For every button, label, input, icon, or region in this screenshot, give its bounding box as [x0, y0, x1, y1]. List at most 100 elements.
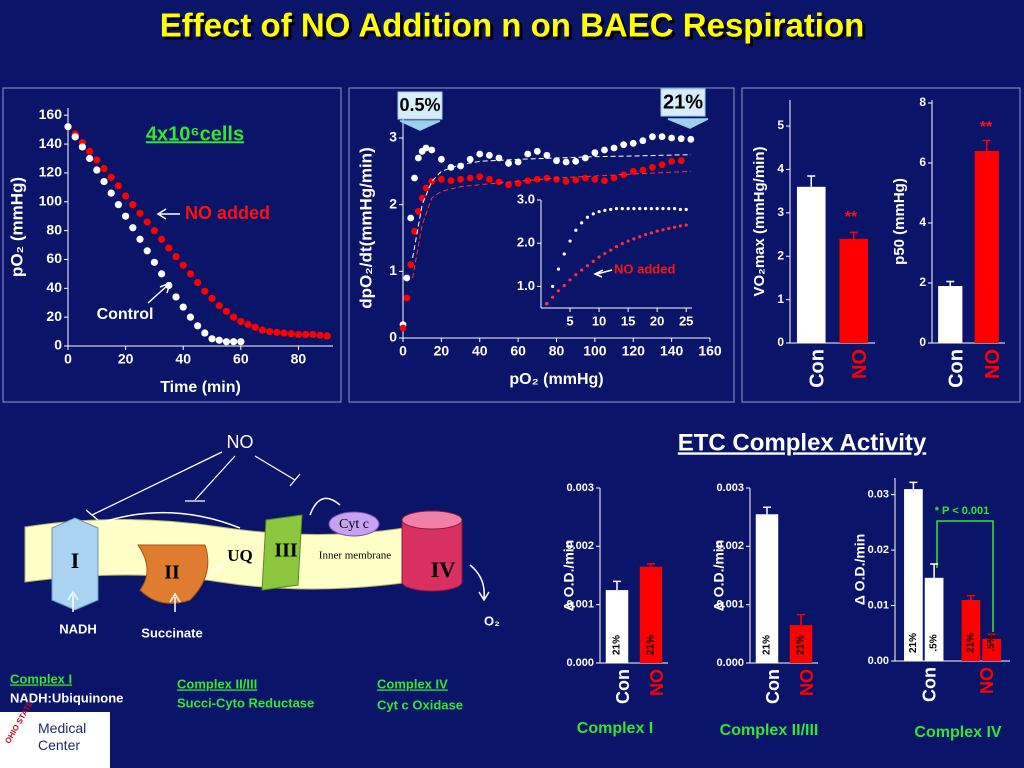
- data-point: [643, 207, 648, 211]
- data-point: [186, 270, 195, 278]
- x-axis-label: pO₂ (mmHg): [509, 371, 603, 388]
- data-point: [632, 207, 636, 211]
- y-tick-label: 0.001: [566, 599, 594, 611]
- x-tick-label: 60: [233, 351, 249, 367]
- data-point: [505, 159, 512, 167]
- data-point: [677, 157, 685, 165]
- data-point: [114, 201, 123, 209]
- y-tick-label: 3: [777, 205, 784, 219]
- annotation: * P < 0.001: [935, 505, 990, 517]
- error-bar: [946, 280, 955, 286]
- complex-iii: [261, 514, 303, 591]
- data-point: [658, 133, 666, 141]
- bar: [904, 489, 923, 661]
- data-point: [610, 144, 618, 152]
- y-tick-label: 0.002: [716, 540, 744, 552]
- error-bar: [909, 481, 918, 490]
- x-tick-label: Con: [807, 349, 829, 388]
- data-point: [309, 330, 317, 339]
- y-axis-label: dpO₂/dt(mmHg/min): [356, 147, 375, 308]
- data-point: [403, 274, 411, 282]
- data-point: [165, 244, 173, 252]
- section-title: ETC Complex Activity: [678, 429, 927, 456]
- y-tick-label: 1: [777, 292, 784, 306]
- data-point: [230, 338, 238, 346]
- x-tick-label: 80: [549, 343, 565, 359]
- data-point: [591, 149, 599, 157]
- bar: [639, 566, 663, 663]
- complex-iv: [401, 520, 463, 592]
- x-tick-label: 20: [434, 343, 450, 359]
- data-point: [179, 303, 187, 311]
- data-point: [597, 210, 601, 214]
- data-point: [237, 338, 245, 346]
- data-point: [658, 161, 666, 169]
- data-point: [668, 134, 676, 142]
- data-point: [678, 207, 682, 212]
- y-tick-label: 2: [389, 195, 397, 211]
- inhibition-line: [85, 451, 301, 521]
- data-point: [258, 326, 267, 334]
- data-point: [684, 223, 688, 227]
- x-tick-label: 60: [510, 343, 526, 359]
- data-point: [194, 322, 202, 330]
- data-point: [601, 177, 608, 185]
- data-point: [266, 327, 274, 336]
- panel: [2, 87, 342, 403]
- complex-label: II: [164, 562, 180, 584]
- data-point: [403, 294, 411, 302]
- x-tick-label: 20: [650, 313, 664, 328]
- data-point: [100, 177, 108, 186]
- data-point: [114, 182, 123, 190]
- annotation-box: [660, 88, 706, 117]
- data-point: [661, 228, 665, 232]
- footnote-text: NADH:Ubiquinone: [10, 690, 123, 705]
- data-point: [626, 207, 630, 211]
- data-point: [580, 268, 584, 272]
- x-tick-label: 120: [622, 343, 646, 359]
- data-point: [603, 251, 607, 256]
- annotation: Control: [97, 306, 154, 323]
- data-point: [294, 330, 303, 339]
- data-point: [86, 154, 94, 163]
- x-tick-label: Con: [946, 349, 968, 388]
- no-label: NO: [227, 432, 254, 452]
- footnote-title: Complex IV: [377, 676, 448, 691]
- y-tick-label: 0.003: [716, 482, 744, 494]
- data-point: [158, 235, 166, 243]
- x-tick-label: 100: [583, 343, 607, 359]
- data-point: [222, 307, 231, 315]
- chart-title: Complex IV: [914, 724, 1001, 741]
- bar: [789, 625, 813, 663]
- error-bar: [613, 580, 621, 591]
- data-point: [466, 174, 474, 182]
- data-point: [414, 207, 422, 215]
- data-point: [64, 123, 72, 131]
- o2-label: O₂: [484, 613, 500, 628]
- data-point: [620, 242, 624, 246]
- data-point: [655, 229, 659, 233]
- data-point: [158, 270, 166, 278]
- data-point: [86, 147, 94, 155]
- arrow: [99, 511, 241, 529]
- fit-line: [412, 170, 691, 279]
- data-point: [639, 137, 647, 145]
- data-point: [639, 166, 647, 174]
- annotation-line: [399, 120, 441, 131]
- x-tick-label: 140: [660, 343, 684, 359]
- data-point: [457, 162, 464, 170]
- y-tick-label: 3: [389, 129, 397, 145]
- x-tick-label: NO: [647, 669, 667, 696]
- data-point: [551, 284, 555, 288]
- data-point: [208, 335, 216, 343]
- data-point: [620, 207, 624, 211]
- complex-i: [51, 517, 99, 611]
- data-point: [562, 158, 570, 166]
- data-point: [485, 175, 493, 183]
- y-axis-label: Δ O.D./min: [561, 540, 577, 612]
- bar: [755, 514, 779, 663]
- panel: [741, 87, 1021, 403]
- data-point: [603, 208, 607, 212]
- y-axis-label: p50 (mmHg): [891, 178, 908, 265]
- data-point: [222, 338, 231, 346]
